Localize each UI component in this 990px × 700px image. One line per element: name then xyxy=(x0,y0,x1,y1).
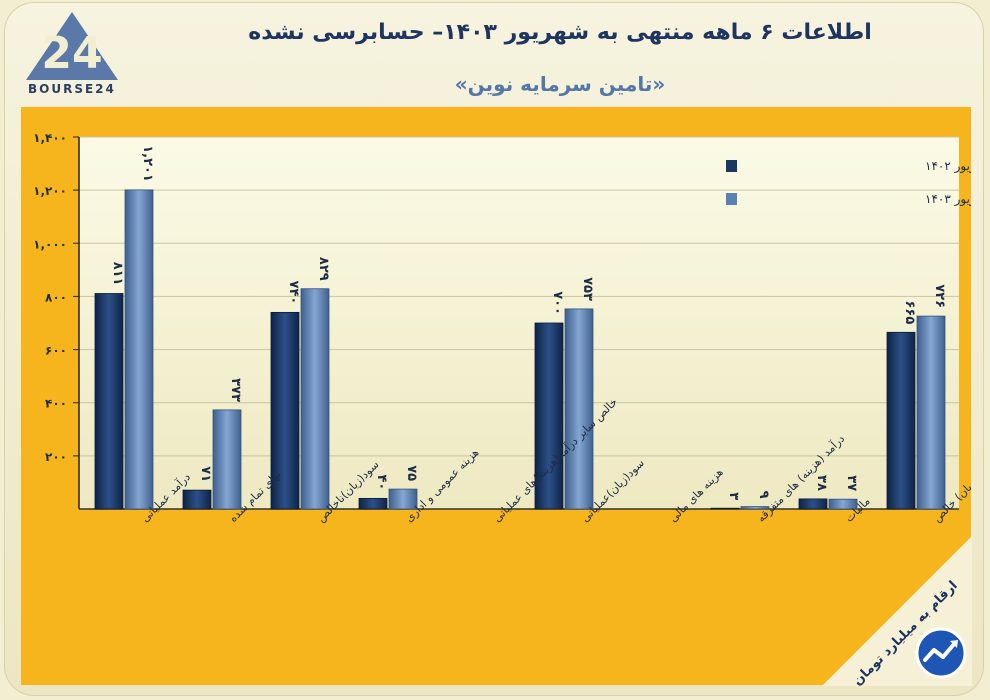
data-label: ۹ xyxy=(756,491,771,499)
legend-label-1403: عملکرد منتهی به شهریور ۱۴۰۳ xyxy=(925,192,971,207)
trend-icon xyxy=(915,627,967,679)
data-label: ۳۷ xyxy=(844,475,859,491)
data-label: ۸۱۱ xyxy=(110,262,125,286)
legend-swatch-1403 xyxy=(726,193,737,205)
bar-1402 xyxy=(710,507,740,510)
bar-1402 xyxy=(182,489,212,510)
legend-swatch-1402 xyxy=(726,160,737,172)
y-tick-label: ۱,۰۰۰ xyxy=(33,237,67,251)
data-label: ۷۱ xyxy=(198,466,213,482)
y-tick-label: ۱,۲۰۰ xyxy=(33,184,67,198)
page-title: اطلاعات ۶ ماهه منتهی به شهریور ۱۴۰۳– حسا… xyxy=(248,20,872,45)
logo-text: BOURSE24 xyxy=(28,82,116,96)
y-tick-label: ۲۰۰ xyxy=(45,450,67,464)
data-label: ۳۷۳ xyxy=(228,378,243,402)
y-tick-label: ۸۰۰ xyxy=(45,290,67,304)
data-label: ۷۴۰ xyxy=(286,281,301,305)
data-label: ۶۶۵ xyxy=(902,300,917,324)
y-tick-label: ۱,۴۰۰ xyxy=(33,131,67,145)
bar-1403 xyxy=(388,488,418,510)
bar-1402 xyxy=(798,498,828,510)
bar-1402 xyxy=(94,293,124,510)
bar-1403 xyxy=(828,498,858,510)
bar-1402 xyxy=(534,322,564,510)
bar-1402 xyxy=(358,497,388,510)
data-label: ۷۰۰ xyxy=(550,291,565,315)
data-label: ۸۲۹ xyxy=(316,257,331,281)
data-label: ۳ xyxy=(726,492,741,500)
legend-label-1402: عملکرد منتهی به شهریور ۱۴۰۲ xyxy=(925,159,971,174)
legend: عملکرد منتهی به شهریور ۱۴۰۲ عملکرد منتهی… xyxy=(726,159,971,207)
bar-1403 xyxy=(124,189,154,510)
bar-1402 xyxy=(270,311,300,510)
data-label: ۷۲۶ xyxy=(932,284,947,308)
bar-1403 xyxy=(916,315,946,510)
data-label: ۷۵ xyxy=(404,465,419,481)
data-label: ۳۸ xyxy=(814,475,829,491)
bar-1402 xyxy=(886,331,916,510)
bar-1403 xyxy=(212,409,242,510)
svg-text:24: 24 xyxy=(41,28,102,79)
y-tick-label: ۴۰۰ xyxy=(45,397,67,411)
data-label: ۴۰ xyxy=(374,474,389,490)
chart-frame: ۲۰۰ ۴۰۰ ۶۰۰ ۸۰۰ ۱,۰۰۰ ۱,۲۰۰ ۱,۴۰۰ ۸۱۱ ۱,۲۰۱ ۷۱ ۳۷… xyxy=(21,107,971,685)
bar-1403 xyxy=(564,308,594,510)
bar-1403 xyxy=(740,506,770,510)
y-tick-label: ۶۰۰ xyxy=(45,344,67,358)
bar-1403 xyxy=(300,288,330,510)
page-subtitle: «تامین سرمایه نوین» xyxy=(454,72,666,96)
data-label: ۷۵۳ xyxy=(580,277,595,301)
data-label: ۱,۲۰۱ xyxy=(140,145,155,182)
bourse24-logo-icon: 24 xyxy=(26,12,118,80)
